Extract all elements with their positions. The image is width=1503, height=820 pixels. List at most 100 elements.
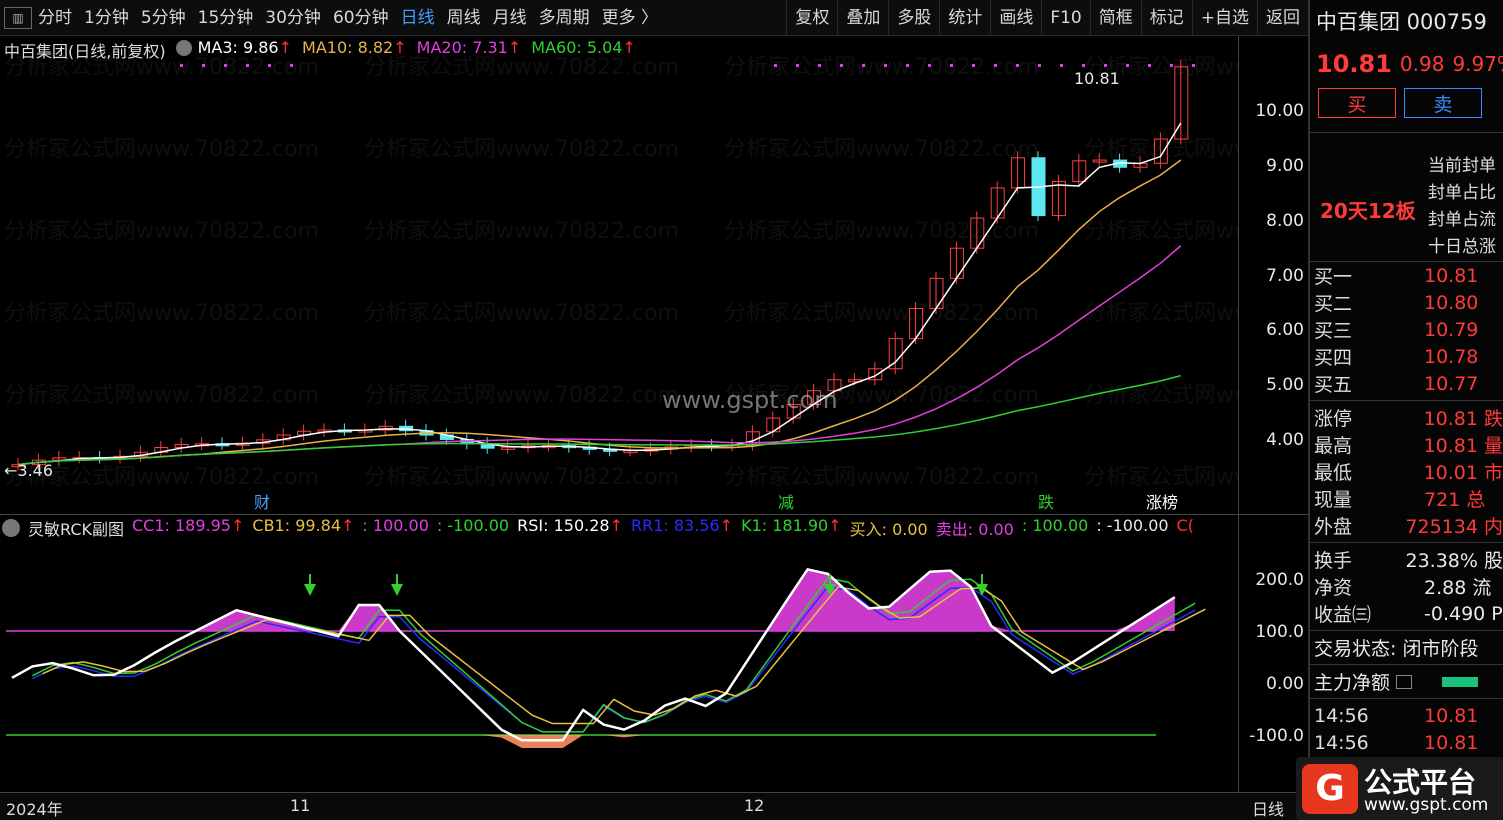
flow-bar: [1442, 676, 1479, 687]
quote-row: 现量 721 总: [1310, 485, 1503, 512]
period-tab[interactable]: 1分钟: [84, 7, 129, 28]
signal-dot: [1082, 64, 1085, 67]
ma-value: MA3: 9.86↑: [197, 38, 293, 57]
signal-dot: [928, 64, 931, 67]
signal-dot: [994, 64, 997, 67]
month-label: 11: [290, 796, 311, 815]
price-tick: 7.00: [1266, 265, 1304, 286]
watermark-text: 分析家公式网www.70822.com: [364, 219, 679, 244]
quote-value: 10.80: [1424, 291, 1479, 314]
price-tick: 10.00: [1255, 101, 1304, 122]
eye-icon[interactable]: [175, 40, 192, 56]
indicator-svg[interactable]: [0, 540, 1238, 792]
quote-key: 净资: [1314, 577, 1353, 599]
signal-dot: [796, 64, 799, 67]
toolbar-button[interactable]: +自选: [1191, 0, 1257, 36]
period-tab[interactable]: 分时: [38, 7, 72, 28]
quote-row: 涨停 10.81 跌: [1310, 404, 1503, 431]
period-tab[interactable]: 多周期: [538, 7, 590, 28]
buy-arrow-icon: [976, 584, 988, 596]
chart-title: 中百集团(日线,前复权): [4, 42, 166, 61]
period-tab[interactable]: 更多 〉: [601, 7, 658, 28]
period-tab[interactable]: 周线: [446, 7, 481, 28]
toolbar-button[interactable]: F10: [1041, 0, 1089, 36]
watermark-text: 分析家公式网www.70822.com: [364, 465, 679, 490]
layout-toggle-icon[interactable]: ▥: [4, 6, 32, 29]
period-tab[interactable]: 月线: [492, 7, 527, 28]
eye-icon[interactable]: [2, 518, 20, 537]
toolbar-button[interactable]: 标记: [1140, 0, 1192, 36]
trade-status: 交易状态: 闭市阶段: [1314, 638, 1479, 660]
toolbar-button[interactable]: 叠加: [837, 0, 888, 36]
limit-line: 当前封单: [1428, 156, 1496, 176]
signal-dot: [862, 64, 865, 67]
signal-dot: [224, 64, 227, 67]
watermark-text: 分析家公式网www.70822.com: [1084, 219, 1238, 244]
quote-value: 721 总: [1424, 489, 1486, 511]
candle-body: [1072, 160, 1087, 182]
watermark-text: 分析家公式网www.70822.com: [4, 383, 319, 408]
signal-dot: [972, 64, 975, 67]
quote-row: 买一 10.81: [1310, 262, 1503, 289]
watermark-text: 分析家公式网www.70822.com: [4, 301, 319, 326]
indicator-value: RR1: 83.56↑: [630, 515, 734, 535]
oversold-fill: [12, 735, 1175, 748]
toolbar-button[interactable]: 返回: [1257, 0, 1308, 36]
price-pct: 9.97%: [1452, 52, 1503, 76]
indicator-tick: -100.0: [1249, 726, 1304, 746]
period-tab[interactable]: 60分钟: [332, 7, 389, 28]
up-arrow-icon: ↑: [719, 515, 734, 535]
period-tab[interactable]: 5分钟: [140, 7, 186, 28]
signal-dot: [1060, 64, 1063, 67]
watermark-text: 分析家公式网www.70822.com: [364, 137, 679, 162]
indicator-line: [42, 586, 1206, 725]
watermark-text: 分析家公式网www.70822.com: [1084, 55, 1238, 80]
signal-dot: [202, 64, 205, 67]
period-tab[interactable]: 15分钟: [197, 7, 254, 28]
quote-value: 10.81: [1424, 704, 1479, 727]
indicator-value: : 100.00: [362, 515, 429, 535]
period-tab[interactable]: 日线: [400, 7, 435, 28]
indicator-tick: 200.0: [1255, 570, 1304, 590]
ma-value: MA20: 7.31↑: [416, 38, 522, 57]
indicator-value: RSI: 150.28↑: [517, 515, 623, 535]
up-arrow-icon: ↑: [393, 38, 407, 57]
toolbar-button[interactable]: 统计: [939, 0, 990, 36]
band-fill: [6, 631, 1156, 735]
quote-key: 买四: [1314, 347, 1353, 369]
signal-dot: [906, 64, 909, 67]
quote-value: 10.81: [1424, 264, 1479, 287]
kline-svg: 分析家公式网www.70822.com 分析家公式网www.70822.com 分析…: [4, 55, 1238, 512]
sell-button[interactable]: 卖: [1404, 88, 1482, 118]
period-label[interactable]: 日线: [1252, 800, 1285, 819]
quote-key: 最低: [1314, 462, 1353, 484]
main-flow-row: 主力净额: [1310, 668, 1503, 695]
candle-body: [1051, 180, 1066, 217]
toolbar-button[interactable]: 多股: [888, 0, 939, 36]
ma-line: [17, 245, 1182, 466]
board-count: 20天12板: [1320, 199, 1416, 223]
quote-panel: 中百集团 000759 10.81 0.98 9.97% 买 卖 20天12板 …: [1308, 0, 1503, 820]
indicator-axis: 200.0 100.0 0.00 -100.0: [1238, 514, 1308, 792]
up-arrow-icon: ↑: [278, 38, 293, 57]
buy-button[interactable]: 买: [1318, 88, 1396, 118]
list-icon[interactable]: [1396, 674, 1413, 689]
kline-chart[interactable]: 中百集团(日线,前复权) MA3: 9.86↑ MA10: 8.82↑ MA20: …: [0, 36, 1308, 514]
period-tab[interactable]: 30分钟: [265, 7, 321, 28]
indicator-value: 卖出: 0.00: [935, 519, 1014, 539]
signal-dot: [1038, 64, 1041, 67]
quote-value: 10.78: [1424, 345, 1479, 368]
candle-body: [868, 368, 883, 381]
toolbar-actions: 复权 叠加 多股 统计 画线 F10 简框 标记 +自选 返回: [786, 0, 1308, 36]
toolbar-button[interactable]: 简框: [1089, 0, 1141, 36]
toolbar-button[interactable]: 复权: [786, 0, 837, 36]
quote-value: 10.01 市: [1423, 462, 1503, 484]
up-arrow-icon: ↑: [622, 38, 636, 57]
quote-value: 10.81 跌: [1423, 408, 1503, 430]
quote-key: 买一: [1314, 266, 1353, 288]
toolbar-button[interactable]: 画线: [990, 0, 1041, 36]
watermark-text: 分析家公式网www.70822.com: [364, 55, 679, 80]
quote-key: 涨停: [1314, 408, 1353, 430]
watermark-text: 分析家公式网www.70822.com: [4, 219, 319, 244]
indicator-line: [11, 567, 1176, 742]
